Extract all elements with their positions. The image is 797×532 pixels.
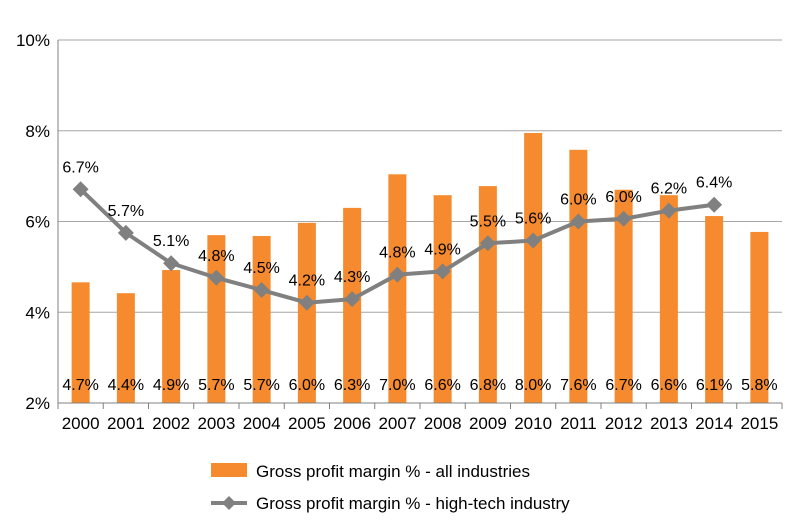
- bar-data-label: 7.0%: [379, 377, 415, 394]
- legend: Gross profit margin % - all industries G…: [211, 462, 570, 513]
- legend-swatch-all-industries: [211, 463, 247, 477]
- bar: [71, 282, 90, 403]
- y-tick-label: 6%: [25, 213, 50, 232]
- line-data-label: 6.7%: [62, 159, 98, 176]
- line-marker: [479, 235, 496, 252]
- bar: [524, 133, 543, 404]
- bar: [614, 189, 633, 403]
- line-data-label: 6.4%: [696, 175, 732, 192]
- bar: [116, 293, 135, 403]
- bar: [750, 231, 769, 403]
- bar: [659, 195, 678, 403]
- line-data-label: 4.9%: [424, 241, 460, 258]
- line-marker: [434, 263, 451, 280]
- line-marker: [389, 266, 406, 283]
- bar-data-label: 8.0%: [515, 377, 551, 394]
- x-tick-label: 2004: [243, 414, 281, 433]
- legend-swatch-high-tech-marker: [222, 496, 236, 510]
- line-marker: [344, 291, 361, 308]
- axes: [57, 40, 783, 409]
- line-data-label: 5.5%: [470, 213, 506, 230]
- bar: [388, 174, 407, 403]
- x-tick-label: 2014: [695, 414, 733, 433]
- legend-label-all-industries: Gross profit margin % - all industries: [256, 462, 530, 481]
- bar-data-label: 4.7%: [62, 377, 98, 394]
- bar: [705, 216, 724, 403]
- bar-data-label: 7.6%: [560, 377, 596, 394]
- line-data-label: 6.2%: [651, 181, 687, 198]
- bar-data-label: 6.8%: [470, 377, 506, 394]
- bar-data-label: 5.7%: [243, 377, 279, 394]
- bar-data-label: 6.3%: [334, 377, 370, 394]
- bar: [569, 149, 588, 403]
- x-tick-label: 2005: [288, 414, 326, 433]
- x-tick-label: 2009: [469, 414, 507, 433]
- bar-data-label: 6.6%: [651, 377, 687, 394]
- line-marker: [615, 210, 632, 227]
- line-marker: [706, 196, 723, 213]
- line-data-label: 4.3%: [334, 269, 370, 286]
- line-data-label: 4.5%: [243, 260, 279, 277]
- line-marker: [298, 294, 315, 311]
- x-tick-label: 2010: [514, 414, 552, 433]
- bar-data-label: 6.1%: [696, 377, 732, 394]
- line-data-label: 4.2%: [289, 273, 325, 290]
- y-tick-label: 8%: [25, 122, 50, 141]
- line-marker: [660, 202, 677, 219]
- line-data-label: 4.8%: [198, 248, 234, 265]
- y-tick-label: 4%: [25, 303, 50, 322]
- line-data-label: 6.0%: [605, 189, 641, 206]
- bar-data-label: 6.6%: [424, 377, 460, 394]
- y-tick-label: 10%: [16, 31, 50, 50]
- bar-data-label: 6.7%: [605, 377, 641, 394]
- line-marker: [208, 269, 225, 286]
- x-tick-label: 2002: [152, 414, 190, 433]
- x-tick-label: 2006: [333, 414, 371, 433]
- x-tick-label: 2011: [560, 414, 597, 433]
- x-tick-label: 2012: [605, 414, 643, 433]
- line-marker: [163, 255, 180, 272]
- line-marker: [117, 224, 134, 241]
- line-data-label: 6.0%: [560, 192, 596, 209]
- x-tick-label: 2013: [650, 414, 688, 433]
- x-tick-label: 2008: [424, 414, 462, 433]
- y-tick-label: 2%: [25, 394, 50, 413]
- line-marker: [253, 282, 270, 299]
- bar-data-label: 5.8%: [741, 377, 777, 394]
- line-marker: [525, 232, 542, 249]
- line-series-high-tech: [72, 181, 723, 311]
- line-marker: [72, 181, 89, 198]
- line-data-label: 4.8%: [379, 245, 415, 262]
- tick-labels: 2% 4% 6% 8% 10% 2000 2001 2002 2003 2004 2005 2006 2…: [16, 31, 778, 433]
- line-data-label: 5.7%: [108, 203, 144, 220]
- line-marker: [570, 213, 587, 230]
- bar-data-label: 4.4%: [108, 377, 144, 394]
- line-data-label: 5.6%: [515, 211, 551, 228]
- bar-data-label: 5.7%: [198, 377, 234, 394]
- data-labels: 4.7% 4.4% 4.9% 5.7% 5.7% 6.0% 6.3% 7.0% 6.6% 6.8%…: [62, 159, 777, 394]
- bar: [297, 222, 316, 403]
- bar: [252, 236, 271, 403]
- bar: [433, 195, 452, 403]
- bar: [162, 270, 181, 403]
- x-tick-label: 2000: [62, 414, 100, 433]
- x-tick-label: 2007: [378, 414, 416, 433]
- bar-series-all-industries: [71, 133, 769, 404]
- x-tick-label: 2001: [107, 414, 145, 433]
- x-tick-label: 2003: [197, 414, 235, 433]
- bar-data-label: 6.0%: [289, 377, 325, 394]
- line-data-label: 5.1%: [153, 233, 189, 250]
- bar-data-label: 4.9%: [153, 377, 189, 394]
- legend-label-high-tech: Gross profit margin % - high-tech indust…: [256, 494, 570, 513]
- x-tick-label: 2015: [740, 414, 778, 433]
